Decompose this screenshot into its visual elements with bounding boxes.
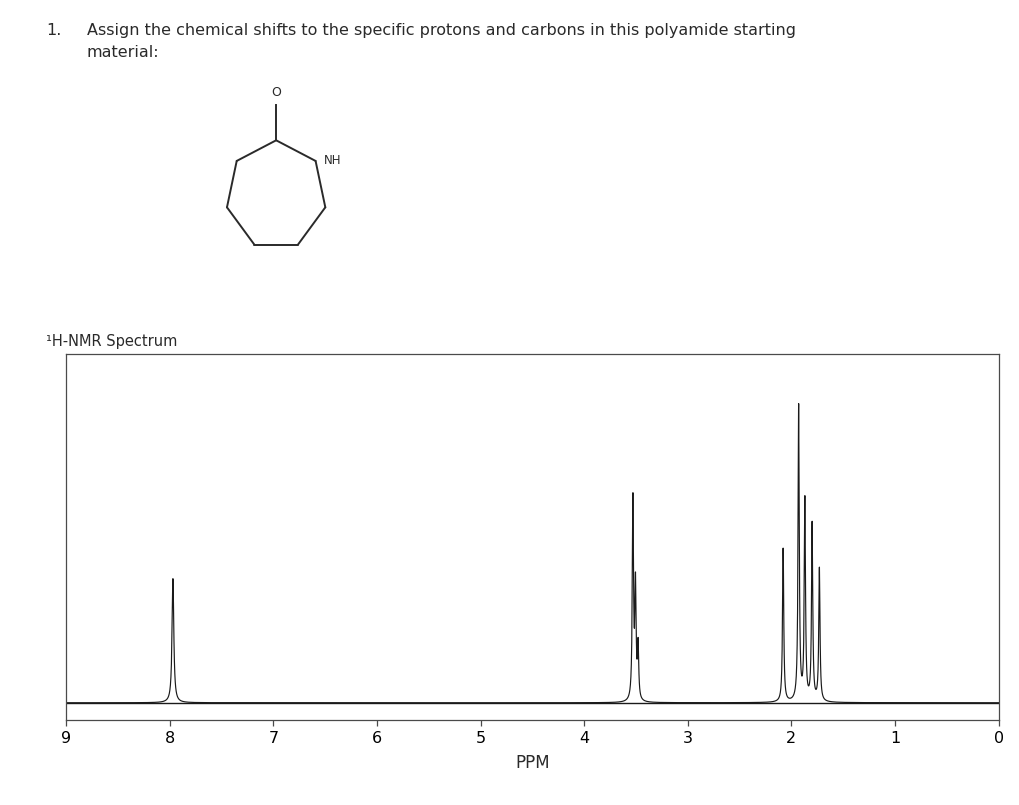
Text: 1.: 1. <box>46 23 61 38</box>
X-axis label: PPM: PPM <box>516 754 549 772</box>
Text: NH: NH <box>324 155 341 167</box>
Text: ¹H-NMR Spectrum: ¹H-NMR Spectrum <box>46 334 177 349</box>
Text: O: O <box>271 86 281 100</box>
Text: Assign the chemical shifts to the specific protons and carbons in this polyamide: Assign the chemical shifts to the specif… <box>87 23 796 38</box>
Text: material:: material: <box>87 45 159 60</box>
